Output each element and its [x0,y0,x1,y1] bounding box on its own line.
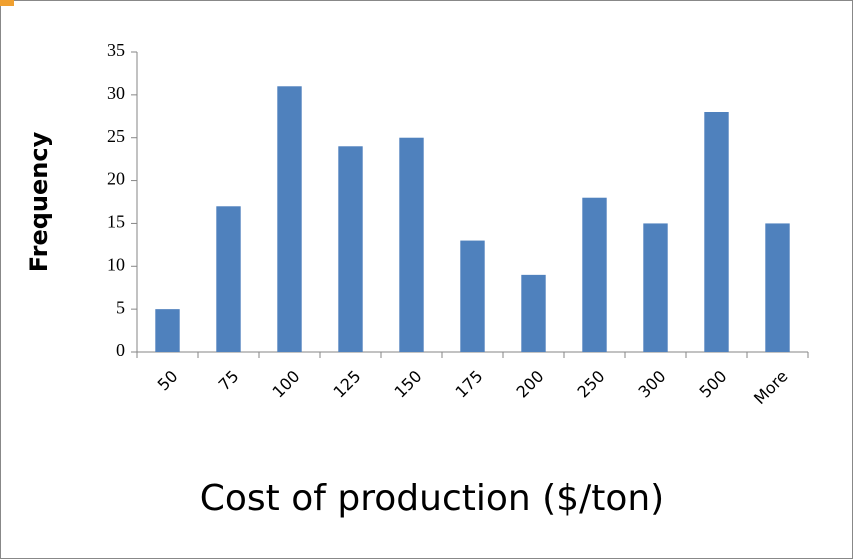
y-tick-label: 35 [107,40,125,60]
bar [582,197,607,352]
y-tick-label: 10 [107,254,125,274]
bar [338,146,363,352]
bar [155,309,180,352]
y-axis-label: Frequency [25,131,53,272]
bar [521,274,546,352]
bar [460,240,485,352]
y-tick-label: 30 [107,83,125,103]
bar [399,137,424,352]
y-tick-label: 0 [116,340,125,360]
y-tick-label: 5 [116,297,125,317]
bar [277,86,302,353]
bar [643,223,668,352]
y-tick-label: 15 [107,212,125,232]
x-axis-label: Cost of production ($/ton) [200,478,664,519]
bar [216,206,241,352]
y-tick-label: 20 [107,169,125,189]
bar [765,223,790,352]
corner-icon [0,0,14,6]
bar [704,112,729,352]
y-tick-label: 25 [107,126,125,146]
